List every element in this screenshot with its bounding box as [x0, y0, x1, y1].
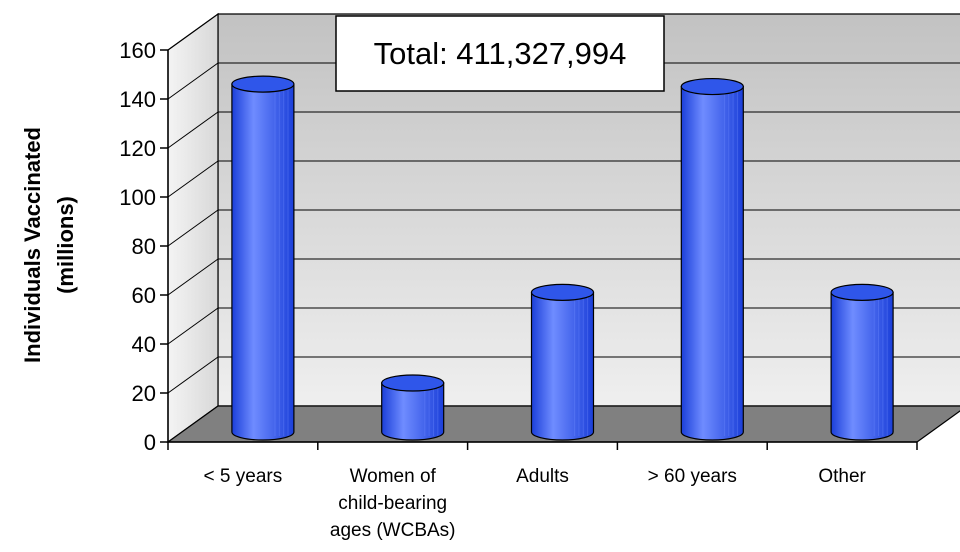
x-tick-label-line: ages (WCBAs) — [330, 520, 456, 541]
gridline-side — [167, 307, 219, 345]
bar-body — [231, 83, 295, 441]
y-axis-title: Individuals Vaccinated (millions) — [20, 127, 78, 363]
y-tick-labels: 0 20 40 60 80 100 120 140 160 — [119, 38, 156, 455]
x-tick-label-line: > 60 years — [648, 466, 737, 487]
y-tick-label: 100 — [119, 185, 156, 210]
y-tick-label: 160 — [119, 38, 156, 63]
y-axis-label: Individuals Vaccinated (millions) — [20, 127, 78, 363]
x-tick-label-line: < 5 years — [204, 466, 283, 487]
y-tick-label: 60 — [132, 283, 156, 308]
bar — [830, 283, 894, 441]
y-tick-label: 40 — [132, 332, 156, 357]
gridline-side — [167, 160, 219, 198]
bar-top — [381, 374, 445, 392]
gridline-side — [167, 13, 219, 51]
y-axis-title-line: (millions) — [53, 196, 78, 294]
x-tick-label: > 60 years — [648, 466, 737, 487]
gridline-side — [167, 258, 219, 296]
bar-top — [231, 75, 295, 93]
bar-top — [680, 77, 744, 96]
gridline-side — [167, 62, 219, 100]
x-tick-label: Adults — [516, 466, 569, 487]
x-tick-label-line: Women of — [350, 466, 437, 487]
x-tick-labels: < 5 years Women of child-bearing ages (WCBA… — [204, 466, 867, 541]
bar-body — [381, 382, 445, 441]
y-tick-label: 0 — [144, 430, 156, 455]
bar-body — [830, 291, 894, 441]
y-axis-title-line: Individuals Vaccinated — [20, 127, 45, 363]
bars — [231, 75, 894, 441]
x-tick-label-line: Adults — [516, 466, 569, 487]
x-tick-label: Women of child-bearing ages (WCBAs) — [330, 466, 456, 541]
x-tick-label: Other — [818, 466, 866, 487]
axes — [160, 49, 918, 450]
x-tick-label-line: Other — [818, 466, 866, 487]
bar — [231, 75, 295, 441]
annotation-text: Total: 411,327,994 — [374, 36, 627, 71]
bar — [381, 374, 445, 441]
total-annotation: Total: 411,327,994 — [335, 15, 665, 92]
gridline-side — [167, 209, 219, 247]
y-tick-label: 80 — [132, 234, 156, 259]
y-tick-label: 20 — [132, 381, 156, 406]
y-tick-label: 140 — [119, 87, 156, 112]
bar-body — [530, 291, 595, 441]
annotation-box — [335, 15, 665, 92]
gridline-side — [167, 356, 219, 394]
y-tick-label: 120 — [119, 136, 156, 161]
gridline-side — [167, 111, 219, 149]
bar-body — [680, 85, 744, 441]
bar-top — [830, 283, 894, 301]
bar — [530, 283, 595, 441]
bar-top — [530, 283, 595, 301]
x-tick-label: < 5 years — [204, 466, 283, 487]
x-tick-label-line: child-bearing — [338, 493, 447, 514]
bar — [680, 77, 744, 441]
